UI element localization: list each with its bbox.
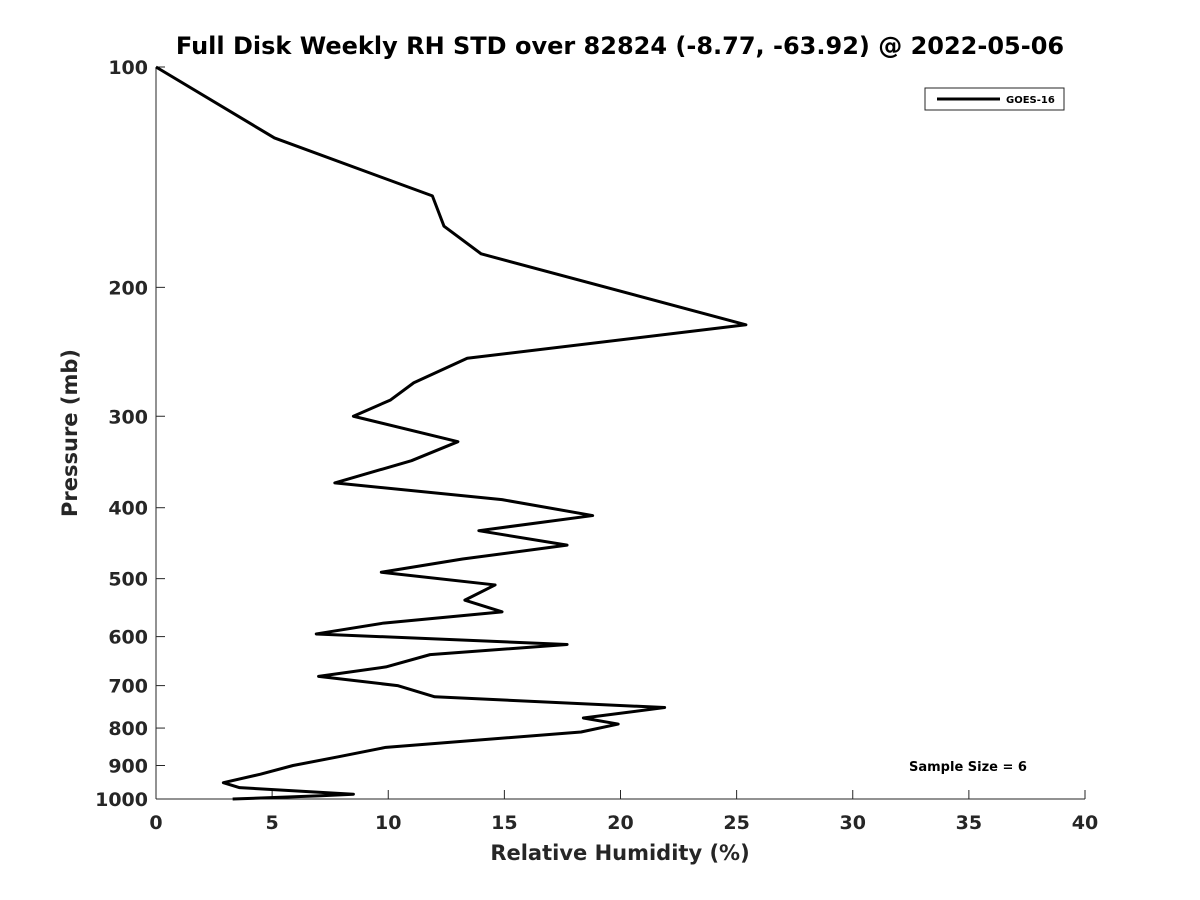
- chart-title: Full Disk Weekly RH STD over 82824 (-8.7…: [176, 32, 1064, 60]
- x-tick-label: 40: [1072, 812, 1098, 834]
- y-tick-label: 600: [108, 627, 148, 649]
- x-tick-label: 0: [149, 812, 162, 834]
- y-tick-label: 100: [108, 57, 148, 79]
- legend-label-goes-16: GOES-16: [1006, 95, 1055, 106]
- y-tick-label: 700: [108, 676, 148, 698]
- y-tick-label: 500: [108, 569, 148, 591]
- y-tick-label: 200: [108, 277, 148, 299]
- x-tick-label: 35: [956, 812, 982, 834]
- y-tick-label: 900: [108, 756, 148, 778]
- y-tick-label: 800: [108, 718, 148, 740]
- series-layer: [155, 65, 748, 801]
- x-tick-label: 5: [266, 812, 279, 834]
- axes: 0 5 10 15 20 25 30 35 40 100 200 300 400 500 600 700 80…: [95, 57, 1098, 834]
- y-tick-label: 300: [108, 406, 148, 428]
- x-tick-label: 20: [607, 812, 633, 834]
- x-tick-label: 25: [723, 812, 749, 834]
- y-tick-label: 1000: [95, 789, 148, 811]
- x-tick-label: 30: [840, 812, 866, 834]
- series-line-goes-16: [155, 65, 748, 801]
- x-ticks: 0 5 10 15 20 25 30 35 40: [149, 790, 1098, 834]
- legend: GOES-16: [924, 87, 1065, 111]
- x-tick-label: 10: [375, 812, 401, 834]
- sample-size-annotation: Sample Size = 6: [909, 760, 1027, 775]
- y-axis-label: Pressure (mb): [58, 349, 82, 517]
- y-tick-label: 400: [108, 498, 148, 520]
- x-tick-label: 15: [491, 812, 517, 834]
- y-ticks: 100 200 300 400 500 600 700 800 900 1000: [95, 57, 165, 811]
- x-axis-label: Relative Humidity (%): [490, 841, 749, 865]
